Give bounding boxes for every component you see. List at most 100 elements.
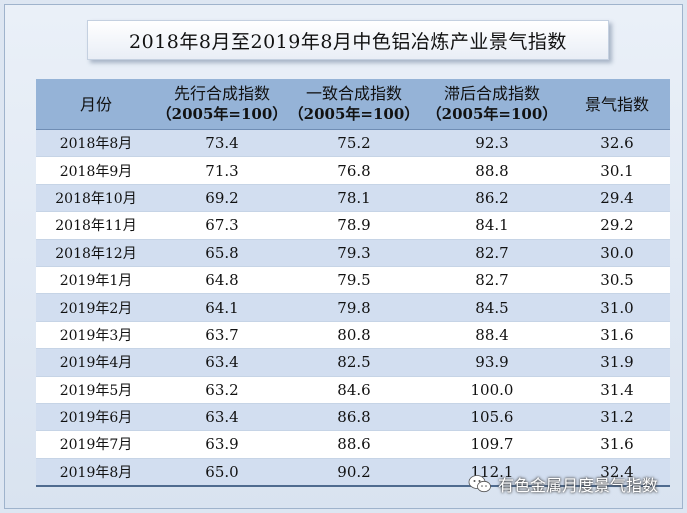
cell-month: 2019年3月 (36, 321, 156, 350)
header-coincident-label: 一致合成指数 (305, 84, 402, 103)
cell-leading: 64.1 (156, 293, 288, 322)
cell-lagging: 86.2 (420, 184, 564, 213)
cell-leading: 65.8 (156, 239, 288, 267)
header-lagging-index: 滞后合成指数 （2005年=100） (420, 79, 564, 130)
cell-lagging: 112.1 (420, 458, 564, 488)
cell-coincident: 82.5 (288, 348, 420, 377)
header-prosperity-index: 景气指数 (564, 79, 670, 130)
cell-month: 2019年8月 (36, 458, 156, 488)
cell-month: 2018年10月 (36, 184, 156, 213)
table-row: 2019年6月 63.4 86.8 105.6 31.2 (36, 403, 670, 432)
cell-lagging: 92.3 (420, 129, 564, 158)
cell-leading: 65.0 (156, 458, 288, 488)
cell-leading: 73.4 (156, 129, 288, 158)
watermark-text: 有色金属月度景气指数 (497, 476, 658, 495)
table-row: 2019年4月 63.4 82.5 93.9 31.9 (36, 348, 670, 377)
cell-lagging: 109.7 (420, 430, 564, 459)
cell-leading: 67.3 (156, 211, 288, 240)
cell-month: 2019年6月 (36, 403, 156, 432)
cell-prosperity: 32.6 (564, 129, 670, 158)
cell-coincident: 79.5 (288, 266, 420, 295)
header-lagging-label: 滞后合成指数 (443, 84, 540, 103)
cell-coincident: 88.6 (288, 430, 420, 459)
table-row: 2018年8月 73.4 75.2 92.3 32.6 (36, 129, 670, 158)
table-row: 2018年9月 71.3 76.8 88.8 30.1 (36, 156, 670, 185)
header-leading-index: 先行合成指数 （2005年=100） (156, 79, 288, 130)
cell-month: 2019年4月 (36, 348, 156, 377)
cell-coincident: 76.8 (288, 156, 420, 185)
cell-lagging: 100.0 (420, 376, 564, 404)
cell-coincident: 79.3 (288, 239, 420, 267)
cell-prosperity: 30.1 (564, 156, 670, 185)
header-prosperity-label: 景气指数 (584, 94, 649, 114)
cell-lagging: 84.1 (420, 211, 564, 240)
header-leading-base: （2005年=100） (156, 105, 288, 123)
cell-coincident: 84.6 (288, 376, 420, 404)
cell-leading: 64.8 (156, 266, 288, 295)
cell-prosperity: 32.4 (564, 458, 670, 488)
header-lagging-base: （2005年=100） (426, 105, 558, 123)
cell-month: 2019年5月 (36, 376, 156, 404)
cell-prosperity: 31.9 (564, 348, 670, 377)
cell-coincident: 79.8 (288, 293, 420, 322)
table-row: 2019年5月 63.2 84.6 100.0 31.4 (36, 376, 670, 404)
table-row: 2019年7月 63.9 88.6 109.7 31.6 (36, 430, 670, 459)
table-row: 2019年1月 64.8 79.5 82.7 30.5 (36, 266, 670, 295)
cell-month: 2018年11月 (36, 211, 156, 240)
header-month-label: 月份 (79, 94, 112, 114)
cell-lagging: 105.6 (420, 403, 564, 432)
table-row: 2018年11月 67.3 78.9 84.1 29.2 (36, 211, 670, 240)
cell-prosperity: 31.6 (564, 430, 670, 459)
cell-leading: 63.9 (156, 430, 288, 459)
table-row: 2019年3月 63.7 80.8 88.4 31.6 (36, 321, 670, 350)
header-coincident-base: （2005年=100） (288, 105, 420, 123)
cell-lagging: 82.7 (420, 239, 564, 267)
table-row: 2019年8月 65.0 90.2 112.1 32.4 (36, 458, 670, 488)
cell-prosperity: 29.4 (564, 184, 670, 213)
cell-month: 2018年9月 (36, 156, 156, 185)
header-month: 月份 (36, 79, 156, 130)
table-body: 2018年8月 73.4 75.2 92.3 32.6 2018年9月 71.3 76.8 88… (36, 129, 670, 488)
watermark: 有色金属月度景气指数 (468, 472, 658, 496)
cell-lagging: 88.4 (420, 321, 564, 350)
cell-lagging: 93.9 (420, 348, 564, 377)
cell-lagging: 88.8 (420, 156, 564, 185)
cell-leading: 71.3 (156, 156, 288, 185)
cell-lagging: 82.7 (420, 266, 564, 295)
cell-coincident: 86.8 (288, 403, 420, 432)
table-row: 2019年2月 64.1 79.8 84.5 31.0 (36, 293, 670, 322)
cell-leading: 63.7 (156, 321, 288, 350)
wechat-icon (468, 475, 491, 493)
cell-prosperity: 31.4 (564, 376, 670, 404)
cell-leading: 63.4 (156, 348, 288, 377)
cell-prosperity: 30.5 (564, 266, 670, 295)
cell-lagging: 84.5 (420, 293, 564, 322)
table-row: 2018年12月 65.8 79.3 82.7 30.0 (36, 239, 670, 267)
cell-coincident: 75.2 (288, 129, 420, 158)
cell-month: 2019年2月 (36, 293, 156, 322)
index-table: 月份 先行合成指数 （2005年=100） 一致合成指数 （2005年=100）… (36, 79, 670, 488)
cell-month: 2018年12月 (36, 239, 156, 267)
cell-leading: 69.2 (156, 184, 288, 213)
cell-prosperity: 29.2 (564, 211, 670, 240)
title-box: 2018年8月至2019年8月中色铝冶炼产业景气指数 (87, 20, 609, 60)
cell-leading: 63.4 (156, 403, 288, 432)
cell-prosperity: 31.2 (564, 403, 670, 432)
header-leading-label: 先行合成指数 (173, 84, 270, 103)
slide-frame: 2018年8月至2019年8月中色铝冶炼产业景气指数 月份 先行合成指数 （20… (4, 4, 683, 509)
cell-prosperity: 31.6 (564, 321, 670, 350)
table-header-row: 月份 先行合成指数 （2005年=100） 一致合成指数 （2005年=100）… (36, 79, 670, 130)
cell-month: 2019年1月 (36, 266, 156, 295)
cell-coincident: 90.2 (288, 458, 420, 488)
table-row: 2018年10月 69.2 78.1 86.2 29.4 (36, 184, 670, 213)
header-coincident-index: 一致合成指数 （2005年=100） (288, 79, 420, 130)
cell-coincident: 78.1 (288, 184, 420, 213)
cell-coincident: 78.9 (288, 211, 420, 240)
cell-prosperity: 30.0 (564, 239, 670, 267)
cell-coincident: 80.8 (288, 321, 420, 350)
cell-month: 2019年7月 (36, 430, 156, 459)
cell-month: 2018年8月 (36, 129, 156, 158)
page-title: 2018年8月至2019年8月中色铝冶炼产业景气指数 (129, 30, 567, 53)
cell-prosperity: 31.0 (564, 293, 670, 322)
cell-leading: 63.2 (156, 376, 288, 404)
